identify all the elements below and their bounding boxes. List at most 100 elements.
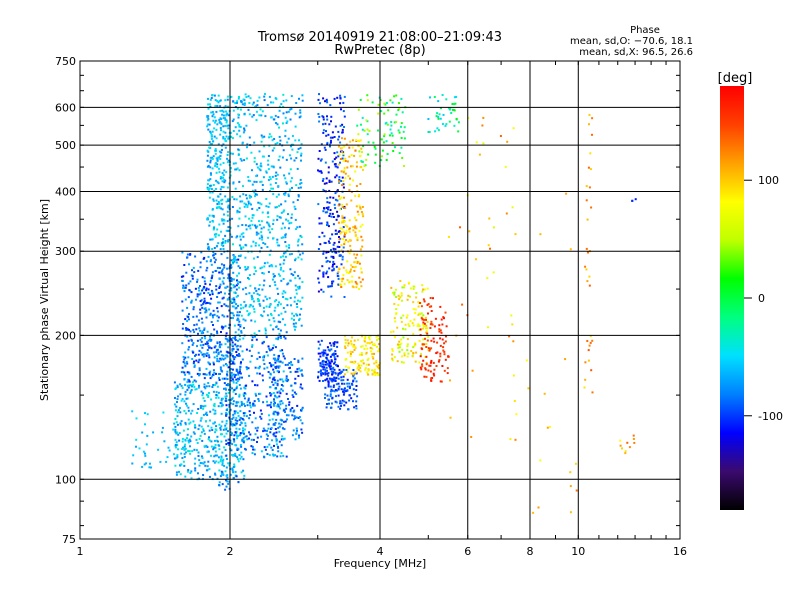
scatter-point <box>426 327 429 330</box>
scatter-point <box>252 448 255 451</box>
scatter-point <box>197 472 199 475</box>
scatter-point <box>244 305 247 308</box>
scatter-point <box>274 97 277 100</box>
scatter-point <box>424 368 427 371</box>
scatter-point <box>208 214 211 217</box>
scatter-point <box>509 438 512 441</box>
scatter-point <box>242 185 244 188</box>
scatter-point <box>588 186 591 189</box>
scatter-point <box>256 99 259 102</box>
scatter-point <box>206 183 209 186</box>
scatter-point <box>337 377 340 380</box>
scatter-point <box>233 291 236 294</box>
scatter-point <box>183 358 186 361</box>
x-tick-label: 10 <box>571 545 585 558</box>
scatter-point <box>199 406 202 409</box>
scatter-point <box>259 415 262 418</box>
scatter-point <box>337 204 340 207</box>
scatter-point <box>326 260 329 262</box>
scatter-point <box>321 372 324 375</box>
scatter-point <box>322 290 325 293</box>
scatter-point <box>225 229 228 232</box>
scatter-point <box>329 237 332 240</box>
scatter-point <box>224 488 227 491</box>
scatter-point <box>424 367 427 370</box>
scatter-point <box>190 477 193 480</box>
scatter-point <box>400 342 403 345</box>
scatter-point <box>195 359 198 362</box>
scatter-point <box>186 397 189 400</box>
scatter-point <box>246 404 249 407</box>
scatter-point <box>341 157 344 160</box>
scatter-point <box>241 417 244 420</box>
scatter-point <box>372 343 375 346</box>
scatter-point <box>290 107 293 110</box>
scatter-point <box>216 165 219 168</box>
scatter-point <box>219 163 222 166</box>
scatter-point <box>287 414 290 417</box>
scatter-point <box>325 206 328 209</box>
scatter-point <box>317 371 320 374</box>
scatter-point <box>438 330 441 333</box>
scatter-point <box>282 307 285 309</box>
colorbar-tick-label: 0 <box>758 292 765 305</box>
scatter-point <box>208 385 211 388</box>
scatter-point <box>330 348 333 351</box>
scatter-point <box>220 270 223 273</box>
scatter-point <box>441 123 444 125</box>
scatter-point <box>212 373 215 376</box>
scatter-point <box>227 114 230 117</box>
scatter-point <box>243 432 245 435</box>
scatter-point <box>223 169 226 172</box>
scatter-point <box>235 198 238 201</box>
scatter-point <box>269 404 272 406</box>
scatter-point <box>324 370 327 373</box>
scatter-point <box>589 152 592 155</box>
scatter-point <box>198 367 201 370</box>
scatter-point <box>270 135 273 138</box>
scatter-point <box>132 454 135 457</box>
scatter-point <box>358 230 361 233</box>
scatter-point <box>360 211 363 213</box>
scatter-point <box>355 286 358 289</box>
scatter-point <box>207 339 210 342</box>
scatter-point <box>633 441 636 444</box>
scatter-point <box>230 95 233 98</box>
scatter-point <box>215 179 218 182</box>
scatter-point <box>210 289 213 292</box>
scatter-point <box>360 271 363 274</box>
scatter-point <box>231 467 234 470</box>
scatter-point <box>565 192 568 195</box>
scatter-point <box>227 482 230 485</box>
scatter-point <box>268 285 271 288</box>
scatter-point <box>193 364 196 367</box>
scatter-point <box>218 202 221 205</box>
scatter-point <box>179 393 182 396</box>
scatter-point <box>426 287 429 290</box>
scatter-point <box>286 418 288 421</box>
scatter-point <box>222 117 225 120</box>
scatter-point <box>449 107 452 110</box>
scatter-point <box>292 322 295 325</box>
scatter-point <box>240 421 243 424</box>
scatter-point <box>414 308 417 311</box>
scatter-point <box>344 157 347 160</box>
scatter-point <box>226 95 229 98</box>
scatter-point <box>286 120 289 123</box>
scatter-point <box>291 414 294 417</box>
scatter-point <box>281 292 284 295</box>
scatter-point <box>253 308 256 311</box>
scatter-point <box>236 354 238 357</box>
scatter-point <box>285 404 288 407</box>
scatter-point <box>260 412 263 415</box>
scatter-point <box>406 355 409 358</box>
scatter-point <box>221 463 224 466</box>
scatter-point <box>328 260 331 263</box>
scatter-point <box>368 342 371 345</box>
scatter-point <box>346 382 349 385</box>
scatter-point <box>241 376 243 379</box>
scatter-point <box>238 95 240 98</box>
scatter-point <box>251 380 254 383</box>
scatter-point <box>245 96 248 98</box>
scatter-point <box>276 413 279 416</box>
